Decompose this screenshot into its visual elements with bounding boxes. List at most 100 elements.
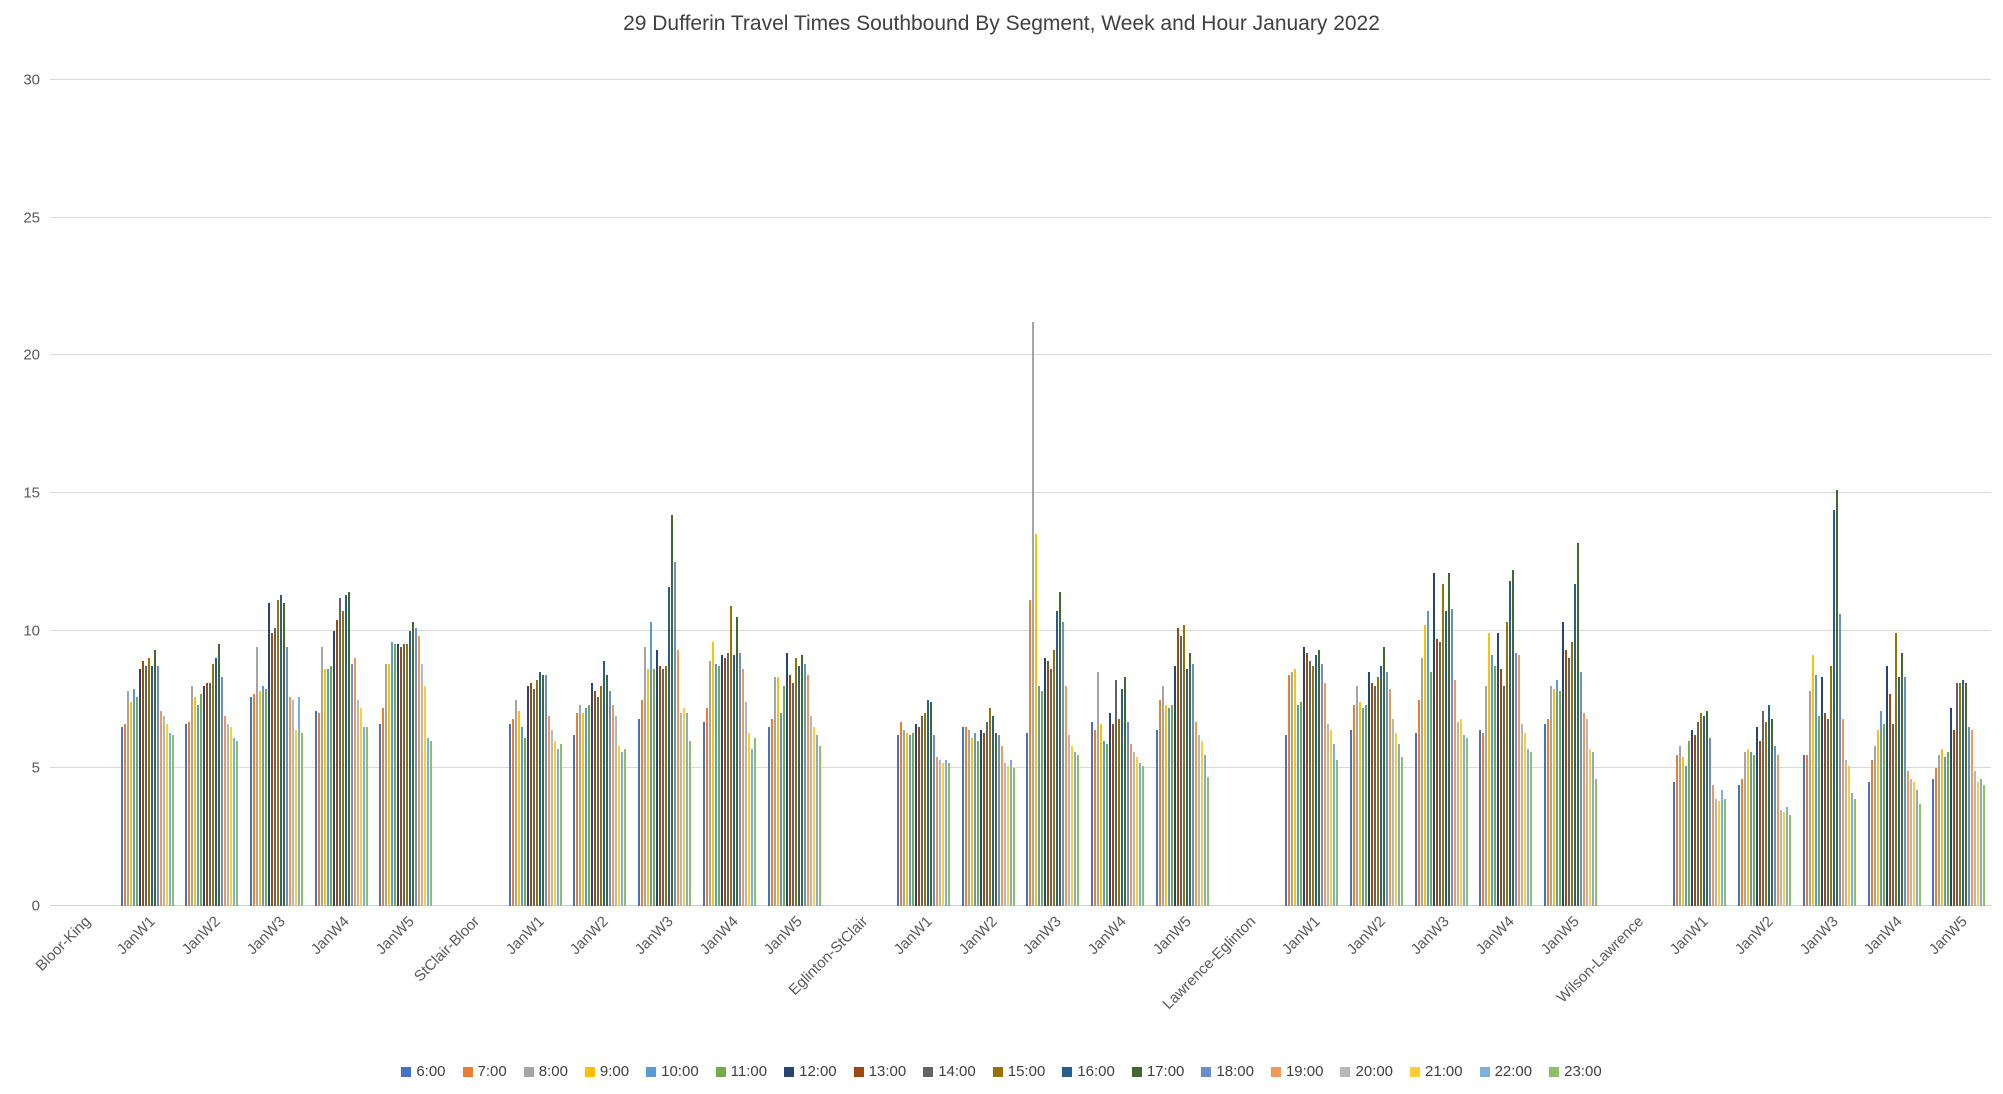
bar <box>1485 685 1488 906</box>
bar <box>523 738 526 906</box>
bar <box>1003 762 1006 906</box>
bar <box>365 727 368 906</box>
category-group <box>632 80 697 906</box>
bar <box>209 682 212 906</box>
x-axis-category: JanW3 <box>632 908 697 1018</box>
bar <box>1185 669 1188 906</box>
category-group <box>1215 80 1280 906</box>
bar <box>1164 705 1167 906</box>
bar <box>1909 779 1912 906</box>
bar <box>1915 790 1918 906</box>
legend-item: 6:00 <box>401 1063 446 1080</box>
bar <box>1167 707 1170 906</box>
bar <box>1012 768 1015 906</box>
plot-area: 0 5 10 15 20 25 30 <box>23 72 1991 915</box>
bar <box>1820 677 1823 906</box>
bar <box>221 677 224 906</box>
bar <box>1050 669 1053 906</box>
legend: 6:00 7:00 8:00 9:00 10:00 11:00 12:00 13:00 14:0… <box>0 1063 2003 1080</box>
bar <box>1103 740 1106 906</box>
bar <box>267 603 270 906</box>
bar <box>1903 677 1906 906</box>
legend-item: 20:00 <box>1340 1063 1393 1080</box>
bar <box>1388 688 1391 906</box>
x-axis-label: JanW4 <box>696 913 742 959</box>
bar <box>258 691 261 906</box>
bar <box>553 740 556 906</box>
legend-swatch <box>992 1066 1003 1077</box>
bar <box>1870 760 1873 906</box>
bar <box>1376 677 1379 906</box>
bar <box>138 669 141 906</box>
bar <box>1676 754 1679 906</box>
bar <box>1762 710 1765 906</box>
bar <box>1709 738 1712 906</box>
legend-item: 23:00 <box>1549 1063 1602 1080</box>
bar <box>418 636 421 906</box>
bar <box>1850 793 1853 906</box>
bar <box>591 682 594 906</box>
bar <box>185 724 188 906</box>
bar <box>1847 765 1850 906</box>
bar <box>391 641 394 906</box>
bar <box>1774 746 1777 906</box>
y-axis-tick-label: 25 <box>23 209 40 227</box>
bar <box>976 740 979 906</box>
bar <box>1097 671 1100 906</box>
bar <box>994 732 997 906</box>
bar <box>427 738 430 906</box>
bar <box>203 685 206 906</box>
y-axis-tick-label: 10 <box>23 622 40 640</box>
legend-swatch <box>1131 1066 1142 1077</box>
bar <box>1977 782 1980 906</box>
bar <box>1420 658 1423 906</box>
gridline <box>50 354 1991 356</box>
bar <box>1324 682 1327 906</box>
bar <box>926 699 929 906</box>
bar <box>1747 749 1750 906</box>
bar <box>1817 716 1820 906</box>
x-axis-label: JanW4 <box>1084 913 1130 959</box>
bar <box>212 663 215 906</box>
bar <box>653 669 656 906</box>
bar <box>153 649 156 906</box>
bar <box>1400 757 1403 906</box>
legend-swatch <box>584 1066 595 1077</box>
bar <box>1394 732 1397 906</box>
bar <box>1000 746 1003 906</box>
bar <box>899 721 902 906</box>
category-group <box>826 80 891 906</box>
bar <box>1364 705 1367 906</box>
bar <box>1133 751 1136 906</box>
bar <box>659 666 662 906</box>
bar <box>668 586 671 906</box>
category-group <box>503 80 568 906</box>
bar <box>1750 751 1753 906</box>
bar <box>132 688 135 906</box>
bar <box>1170 705 1173 906</box>
bar <box>674 561 677 906</box>
bar <box>726 652 729 906</box>
bar <box>1706 710 1709 906</box>
bar <box>1106 743 1109 906</box>
bar <box>1953 729 1956 906</box>
bar <box>1950 707 1953 906</box>
bar <box>1355 685 1358 906</box>
legend-item: 8:00 <box>523 1063 568 1080</box>
category-group <box>374 80 439 906</box>
legend-swatch <box>1340 1066 1351 1077</box>
bar <box>556 749 559 906</box>
bar <box>1121 688 1124 906</box>
bar <box>1841 718 1844 906</box>
legend-swatch <box>1549 1066 1560 1077</box>
bar <box>1426 611 1429 906</box>
bar <box>747 732 750 906</box>
bar <box>1391 718 1394 906</box>
legend-label: 14:00 <box>938 1063 976 1080</box>
bar <box>233 738 236 906</box>
bar <box>615 716 618 906</box>
bar <box>252 694 255 906</box>
bar <box>421 663 424 906</box>
bar <box>1179 636 1182 906</box>
bar <box>1056 611 1059 906</box>
